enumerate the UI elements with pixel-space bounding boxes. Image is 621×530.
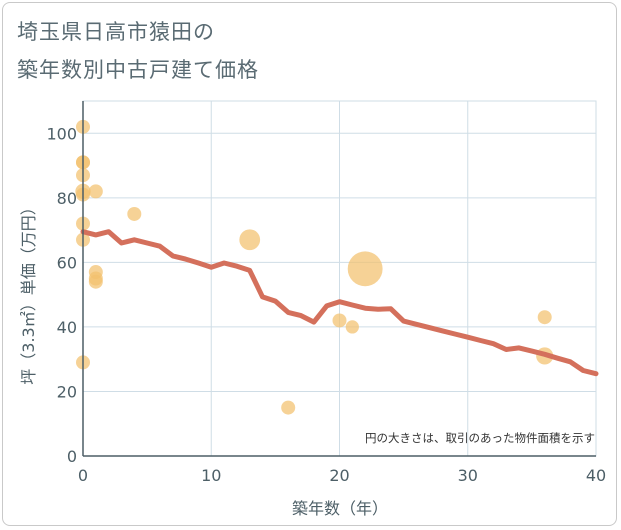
scatter-points bbox=[75, 119, 554, 415]
size-annotation: 円の大きさは、取引のあった物件面積を示す bbox=[365, 431, 595, 445]
grid-lines bbox=[82, 100, 597, 457]
x-tick-label: 30 bbox=[458, 466, 478, 485]
data-point bbox=[88, 274, 103, 289]
y-tick-label: 60 bbox=[57, 253, 77, 272]
y-tick-label: 80 bbox=[57, 189, 77, 208]
data-point bbox=[88, 184, 103, 199]
data-point bbox=[347, 251, 383, 287]
y-tick-label: 40 bbox=[57, 318, 77, 337]
chart-title-line2: 築年数別中古戸建て価格 bbox=[17, 58, 259, 82]
tick-labels: 0 10 20 30 40 0 20 40 60 80 100 bbox=[46, 124, 606, 485]
data-point bbox=[345, 320, 359, 334]
y-tick-label: 0 bbox=[67, 447, 77, 466]
y-axis-label: 坪（3.3㎡）単価（万円） bbox=[19, 199, 38, 384]
x-tick-label: 40 bbox=[586, 466, 606, 485]
x-tick-label: 10 bbox=[201, 466, 221, 485]
chart-title-line1: 埼玉県日高市猿田の bbox=[17, 20, 215, 44]
axes bbox=[82, 101, 596, 457]
chart-card bbox=[2, 2, 617, 526]
x-tick-label: 20 bbox=[329, 466, 349, 485]
trend-line bbox=[80, 229, 599, 377]
y-tick-label: 20 bbox=[57, 382, 77, 401]
y-tick-label: 100 bbox=[46, 124, 77, 143]
data-point bbox=[127, 206, 142, 221]
data-point bbox=[332, 313, 347, 328]
data-point bbox=[281, 400, 296, 415]
x-tick-label: 0 bbox=[78, 466, 88, 485]
data-point bbox=[239, 229, 261, 251]
x-axis-label: 築年数（年） bbox=[292, 499, 388, 518]
data-point bbox=[537, 310, 552, 325]
